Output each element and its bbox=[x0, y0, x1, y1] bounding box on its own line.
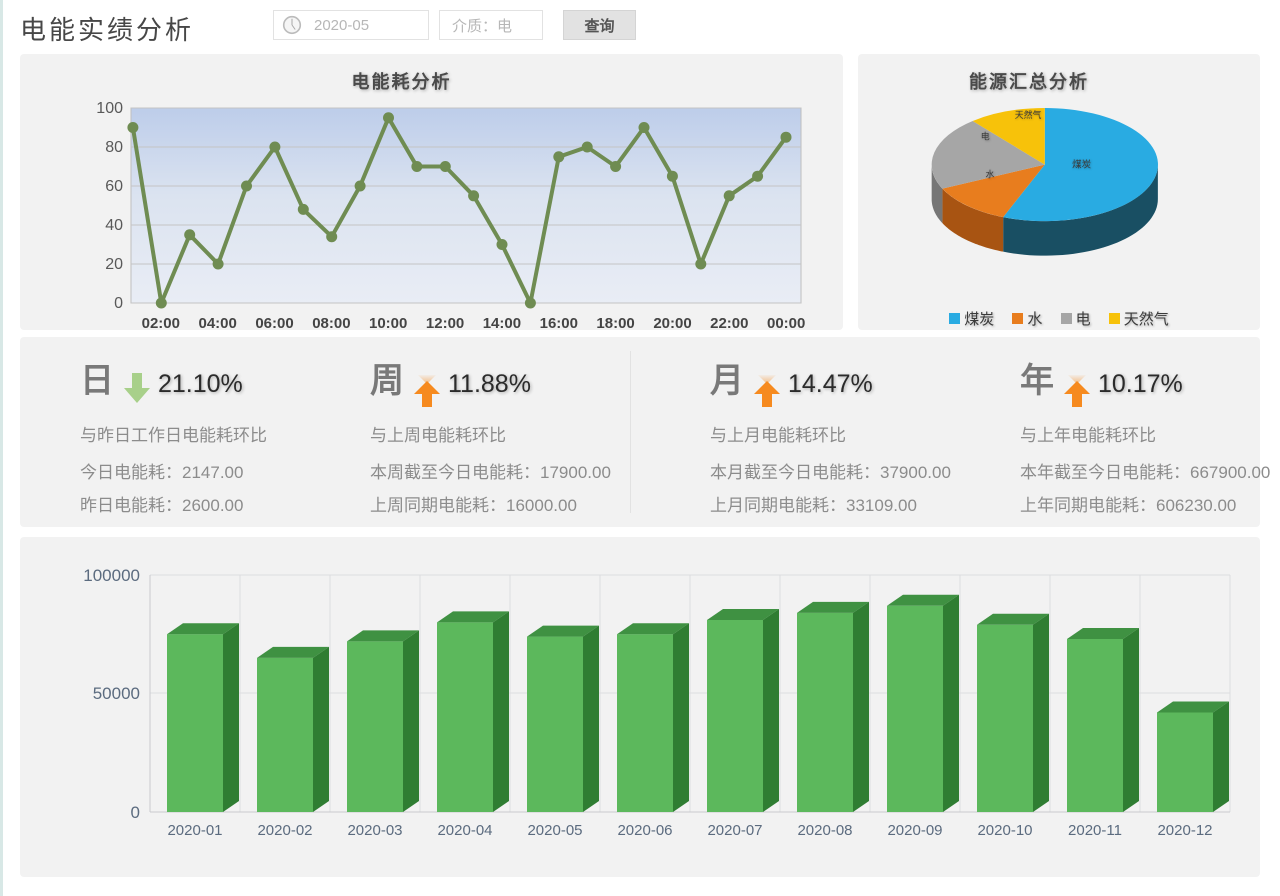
svg-text:06:00: 06:00 bbox=[255, 315, 293, 332]
svg-text:08:00: 08:00 bbox=[312, 315, 350, 332]
svg-text:18:00: 18:00 bbox=[596, 315, 634, 332]
svg-text:2020-01: 2020-01 bbox=[167, 822, 222, 839]
svg-text:2020-10: 2020-10 bbox=[977, 822, 1032, 839]
svg-text:电: 电 bbox=[981, 131, 990, 142]
svg-text:100: 100 bbox=[96, 100, 123, 117]
svg-text:2020-09: 2020-09 bbox=[887, 822, 942, 839]
svg-text:20:00: 20:00 bbox=[653, 315, 691, 332]
svg-text:2020-06: 2020-06 bbox=[617, 822, 672, 839]
svg-text:10:00: 10:00 bbox=[369, 315, 407, 332]
svg-text:0: 0 bbox=[131, 803, 140, 822]
svg-text:02:00: 02:00 bbox=[142, 315, 180, 332]
svg-text:2020-12: 2020-12 bbox=[1157, 822, 1212, 839]
svg-text:2020-04: 2020-04 bbox=[437, 822, 492, 839]
svg-text:2020-05: 2020-05 bbox=[527, 822, 582, 839]
svg-text:20: 20 bbox=[105, 256, 123, 273]
svg-text:2020-07: 2020-07 bbox=[707, 822, 762, 839]
svg-text:2020-02: 2020-02 bbox=[257, 822, 312, 839]
svg-text:14:00: 14:00 bbox=[483, 315, 521, 332]
svg-text:12:00: 12:00 bbox=[426, 315, 464, 332]
svg-text:2020-03: 2020-03 bbox=[347, 822, 402, 839]
svg-text:水: 水 bbox=[986, 169, 995, 180]
svg-text:40: 40 bbox=[105, 217, 123, 234]
svg-text:60: 60 bbox=[105, 178, 123, 195]
svg-text:16:00: 16:00 bbox=[540, 315, 578, 332]
svg-text:22:00: 22:00 bbox=[710, 315, 748, 332]
svg-text:04:00: 04:00 bbox=[199, 315, 237, 332]
svg-text:100000: 100000 bbox=[83, 566, 140, 585]
svg-text:0: 0 bbox=[114, 295, 123, 312]
svg-text:50000: 50000 bbox=[93, 684, 140, 703]
svg-text:2020-08: 2020-08 bbox=[797, 822, 852, 839]
svg-text:80: 80 bbox=[105, 139, 123, 156]
svg-text:煤炭: 煤炭 bbox=[1072, 159, 1092, 171]
svg-text:00:00: 00:00 bbox=[767, 315, 805, 332]
svg-text:天然气: 天然气 bbox=[1015, 109, 1042, 120]
svg-text:2020-11: 2020-11 bbox=[1068, 822, 1122, 839]
